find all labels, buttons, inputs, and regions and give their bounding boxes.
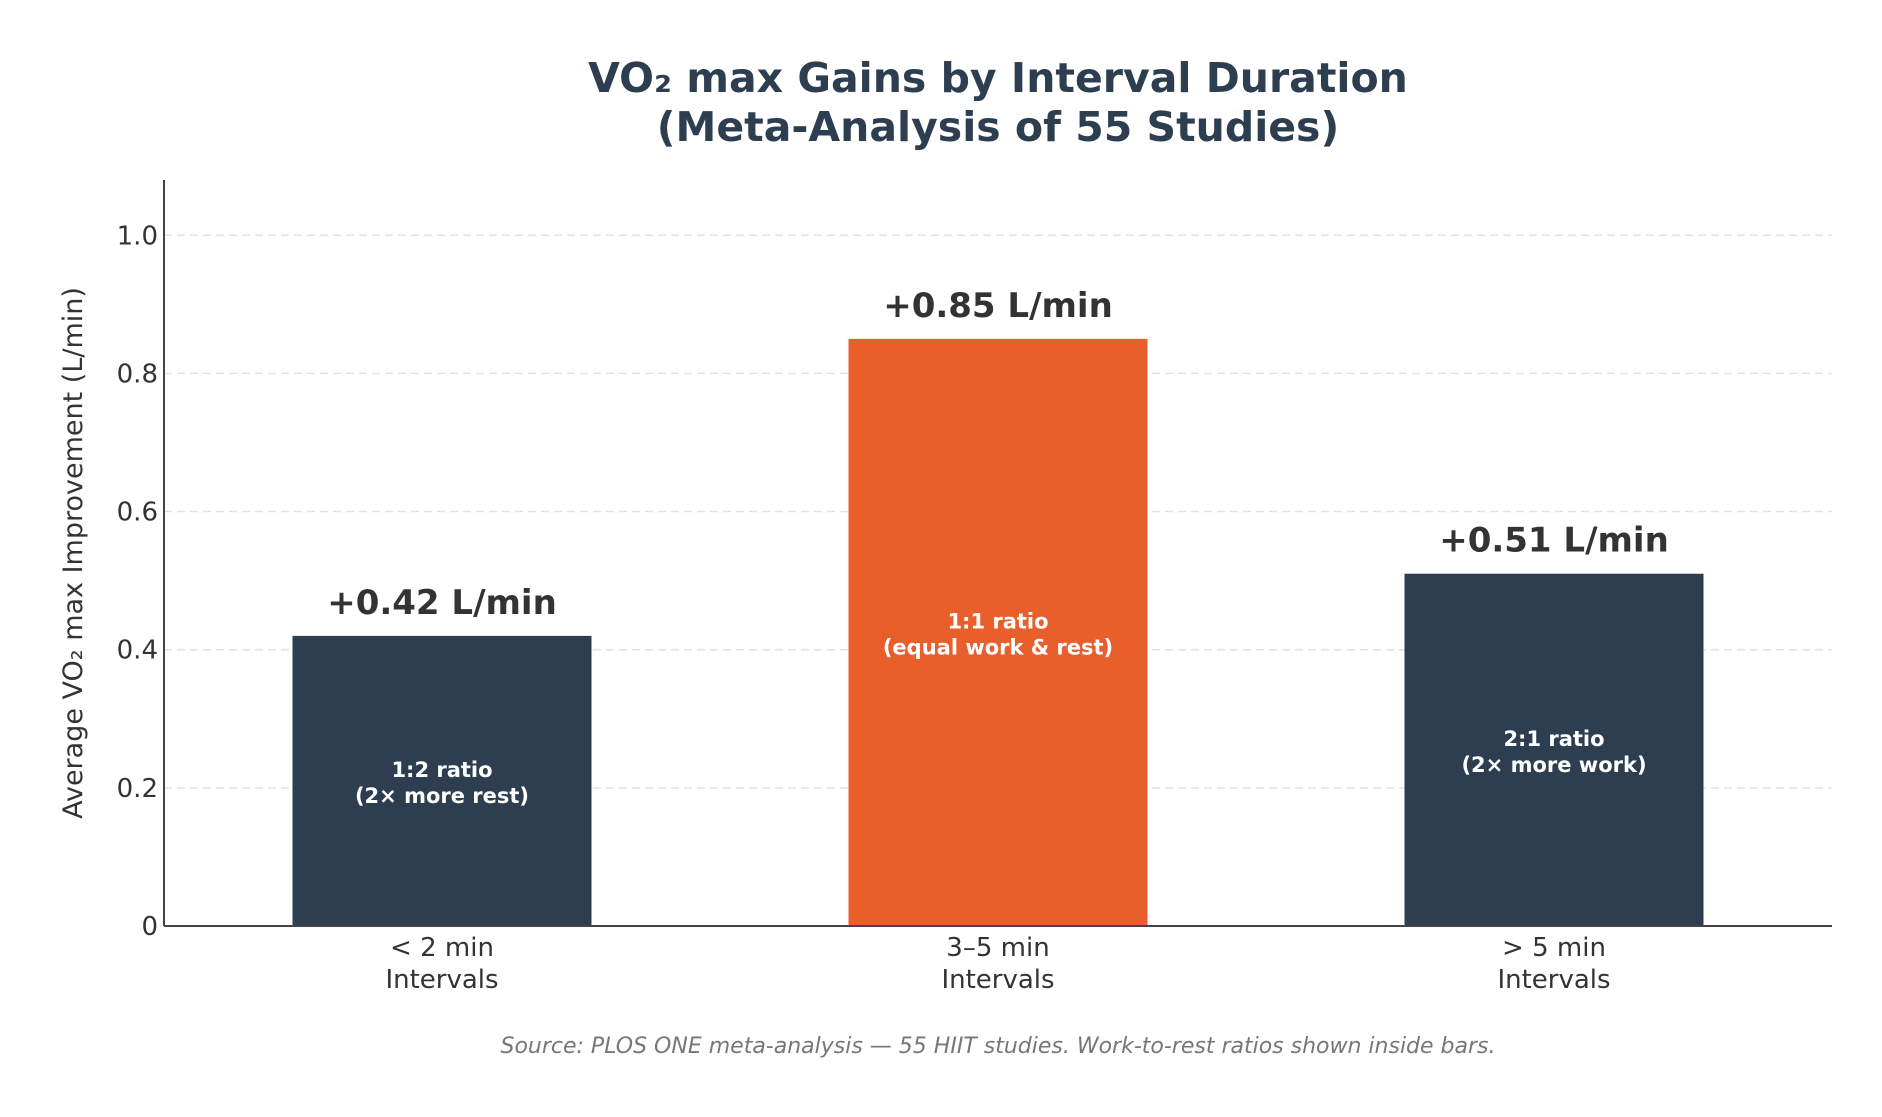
y-tick-label: 0.8 — [117, 359, 158, 389]
y-axis-ticks: 0 0.2 0.4 0.6 0.8 1.0 — [117, 221, 158, 942]
source-note: Source: PLOS ONE meta-analysis — 55 HIIT… — [500, 1034, 1495, 1059]
bar-inner-label: 1:2 ratio — [391, 758, 492, 782]
x-tick-label: > 5 min — [1502, 933, 1606, 963]
chart-title-line-1: VO₂ max Gains by Interval Duration — [588, 54, 1408, 102]
y-tick-label: 0.2 — [117, 774, 158, 804]
bar-inner-label: (equal work & rest) — [883, 635, 1113, 659]
x-tick-label: < 2 min — [390, 933, 494, 963]
bar-inner-label: (2× more work) — [1461, 753, 1646, 777]
bar — [1404, 573, 1704, 926]
bar-inner-label: 1:1 ratio — [947, 609, 1048, 633]
bar-inner-label: (2× more rest) — [355, 784, 529, 808]
bar — [848, 338, 1148, 926]
chart-title-line-2: (Meta-Analysis of 55 Studies) — [657, 103, 1339, 151]
bars: +0.42 L/min 1:2 ratio(2× more rest) +0.85 … — [292, 286, 1704, 926]
y-tick-label: 0.6 — [117, 498, 158, 528]
value-label: +0.42 L/min — [327, 583, 557, 623]
value-label: +0.85 L/min — [883, 286, 1113, 326]
x-tick-label: Intervals — [941, 965, 1054, 995]
x-tick-label: 3–5 min — [946, 933, 1049, 963]
x-tick-label: Intervals — [385, 965, 498, 995]
bar-inner-label: 2:1 ratio — [1503, 727, 1604, 751]
y-tick-label: 0.4 — [117, 636, 158, 666]
y-axis-label: Average VO₂ max Improvement (L/min) — [58, 287, 89, 819]
value-label: +0.51 L/min — [1439, 521, 1669, 561]
bar — [292, 635, 592, 926]
y-tick-label: 1.0 — [117, 221, 158, 251]
x-tick-label: Intervals — [1497, 965, 1610, 995]
y-tick-label: 0 — [141, 912, 158, 942]
